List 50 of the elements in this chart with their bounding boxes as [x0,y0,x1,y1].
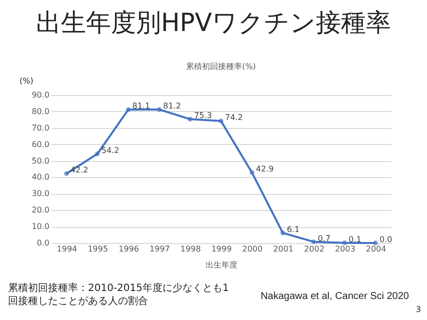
y-axis-title: (%) [20,76,34,86]
point [311,240,316,244]
chart-subtitle: 累積初回接種率(%) [186,62,256,71]
text: 6.1 [286,224,300,234]
x-tick-label: 1996 [118,244,139,254]
x-tick-label: 2000 [242,244,263,254]
y-tick-label: 40.0 [32,172,50,182]
text: 0.0 [380,235,392,244]
point [373,240,378,246]
chart-title: 出生年度別HPVワクチン接種率 [35,7,392,39]
point [342,240,347,246]
text: 42.2 [70,166,88,175]
text: Nakagawa et al, Cancer Sci 2020 [260,291,409,302]
x-axis-title: 出生年度 [206,260,238,270]
x-tick-label: 2004 [366,244,386,254]
point [188,116,192,122]
text: 0.7 [318,234,330,243]
y-tick-label: 50.0 [32,156,50,166]
text: 75.3 [194,111,212,120]
y-tick-label: 20.0 [32,206,50,215]
text: 0.1 [348,234,362,244]
text: 累積初回接種率：2010-2015年度に少なくとも1回接種したことがある人の割合 [8,282,230,308]
x-tick-label: 2003 [334,244,356,254]
x-tick-label: 2001 [273,244,294,254]
point [250,170,254,175]
point [280,230,286,236]
y-tick-label: 90.0 [32,90,50,100]
y-tick-label: 0.0 [36,238,50,248]
text: 3 [416,305,421,314]
point [95,152,100,156]
y-tick-label: 60.0 [32,140,50,149]
y-tick-label: 10.0 [32,222,50,232]
y-tick-label: 80.0 [32,106,50,116]
x-tick-label: 1998 [180,244,201,254]
x-tick-label: 2002 [304,244,324,254]
point [126,107,131,112]
text: 54.2 [101,146,120,155]
text: 74.2 [225,112,243,122]
text: 42.9 [256,164,274,174]
y-tick-label: 30.0 [32,189,50,198]
text: 81.2 [163,101,181,110]
x-tick-label: 1995 [88,244,108,254]
x-tick-label: 1999 [211,244,232,254]
x-tick-label: 1997 [150,244,170,254]
point [64,171,69,176]
y-tick-label: 70.0 [32,123,50,132]
x-tick-label: 1994 [56,244,78,254]
text: 81.1 [132,102,150,111]
point [218,118,224,124]
point [156,107,162,112]
